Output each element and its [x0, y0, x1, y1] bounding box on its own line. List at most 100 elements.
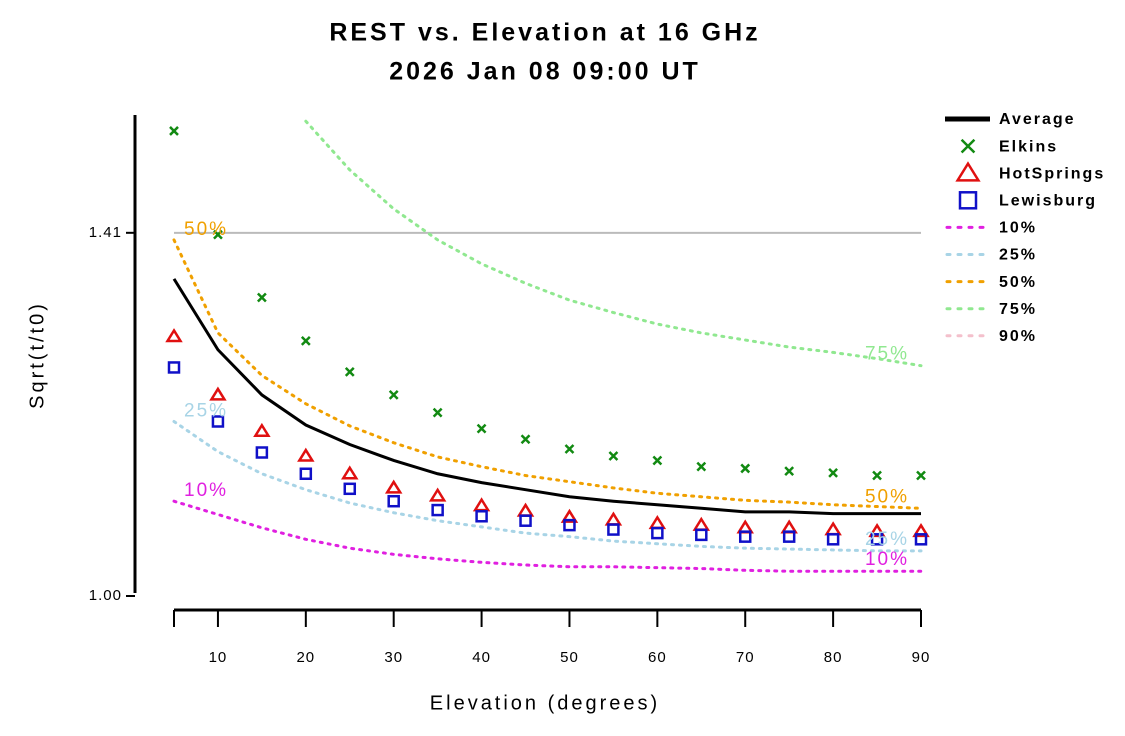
marker-stroke: [256, 292, 267, 303]
marker-triangle: [604, 511, 623, 526]
y-tick-label: 1.41: [89, 224, 122, 241]
marker-x: [169, 126, 179, 136]
marker-square: [870, 533, 884, 546]
marker-triangle: [165, 328, 183, 343]
marker-x: [388, 390, 399, 400]
marker-stroke: [344, 367, 355, 377]
marker-x: [520, 434, 531, 445]
marker-square: [607, 523, 620, 536]
legend-label: Average: [999, 111, 1076, 128]
percentile-line: [172, 499, 923, 573]
marker-x: [476, 423, 487, 434]
marker-x: [740, 463, 751, 474]
chart-title: REST vs. Elevation at 16 GHz: [329, 19, 760, 47]
line-label: 25%: [184, 401, 228, 422]
marker-square: [255, 446, 269, 459]
marker-triangle: [648, 514, 667, 530]
marker-triangle: [516, 502, 535, 517]
marker-triangle: [428, 487, 447, 502]
x-tick-label: 40: [472, 649, 491, 666]
legend-item: Elkins: [960, 138, 1058, 155]
x-tick-label: 50: [560, 649, 579, 666]
marker-triangle: [868, 522, 886, 538]
marker-stroke: [784, 466, 795, 476]
marker-stroke: [608, 451, 619, 461]
marker-triangle: [472, 497, 491, 512]
marker-square: [563, 518, 576, 532]
y-axis-label: Sqrt(t/t0): [26, 301, 48, 409]
marker-triangle: [253, 422, 271, 437]
percentile-line: [172, 238, 923, 510]
marker-x: [960, 138, 976, 154]
y-tick-label: 1.00: [89, 587, 122, 604]
marker-triangle: [912, 522, 930, 538]
legend-label: 75%: [999, 301, 1037, 318]
marker-triangle: [824, 521, 842, 536]
percentile-line: [172, 419, 923, 553]
marker-square: [651, 526, 664, 540]
legend-item: 10%: [945, 220, 1035, 237]
marker-triangle: [955, 161, 981, 182]
legend-label: 50%: [999, 274, 1037, 291]
marker-x: [256, 292, 267, 303]
marker-square: [914, 533, 928, 546]
percentile-line: [304, 119, 923, 368]
line-label: 25%: [865, 529, 909, 550]
marker-stroke: [300, 336, 311, 346]
marker-square: [211, 415, 225, 428]
marker-triangle: [209, 386, 227, 401]
marker-x: [696, 461, 707, 472]
x-tick-label: 90: [912, 649, 931, 666]
x-tick-label: 70: [736, 649, 755, 666]
marker-stroke: [213, 229, 223, 240]
marker-triangle: [560, 508, 579, 523]
legend-item: 25%: [945, 247, 1037, 264]
line-label: 10%: [184, 480, 228, 501]
marker-square: [299, 467, 313, 481]
marker-square: [826, 533, 840, 546]
marker-square: [167, 361, 181, 374]
marker-stroke: [916, 470, 926, 481]
marker-stroke: [476, 423, 487, 434]
marker-stroke: [388, 390, 399, 400]
x-tick-label: 60: [648, 649, 667, 666]
x-axis-label: Elevation (degrees): [430, 692, 660, 714]
legend-item: HotSprings: [955, 161, 1105, 182]
marker-stroke: [872, 470, 882, 481]
marker-x: [872, 470, 882, 481]
marker-square: [782, 530, 796, 543]
marker-stroke: [520, 434, 531, 445]
marker-x: [564, 444, 575, 454]
marker-triangle: [341, 465, 359, 480]
marker-stroke: [432, 407, 443, 418]
line-label: 50%: [865, 486, 909, 507]
marker-square: [475, 510, 488, 523]
legend-label: 90%: [999, 328, 1037, 345]
marker-triangle: [692, 516, 711, 531]
x-tick-label: 80: [824, 649, 843, 666]
x-tick-label: 30: [384, 649, 403, 666]
legend-label: 25%: [999, 247, 1037, 264]
marker-x: [213, 229, 223, 240]
marker-square: [738, 530, 752, 543]
marker-square: [387, 494, 400, 508]
marker-x: [300, 336, 311, 346]
average-line: [172, 278, 921, 516]
marker-square: [343, 482, 357, 496]
line-label: 50%: [184, 219, 228, 240]
x-tick-label: 10: [209, 649, 228, 666]
plot-area: [165, 119, 930, 573]
legend-label: Elkins: [999, 138, 1058, 155]
legend-item: Average: [945, 111, 1076, 128]
x-tick-label: 20: [296, 649, 315, 666]
marker-triangle: [297, 447, 315, 462]
marker-stroke: [960, 138, 976, 154]
marker-square: [958, 191, 978, 210]
legend-label: HotSprings: [999, 165, 1105, 182]
legend-item: 50%: [945, 274, 1037, 291]
marker-triangle: [384, 479, 403, 494]
marker-stroke: [169, 126, 179, 136]
marker-stroke: [828, 467, 839, 478]
marker-stroke: [652, 455, 663, 466]
